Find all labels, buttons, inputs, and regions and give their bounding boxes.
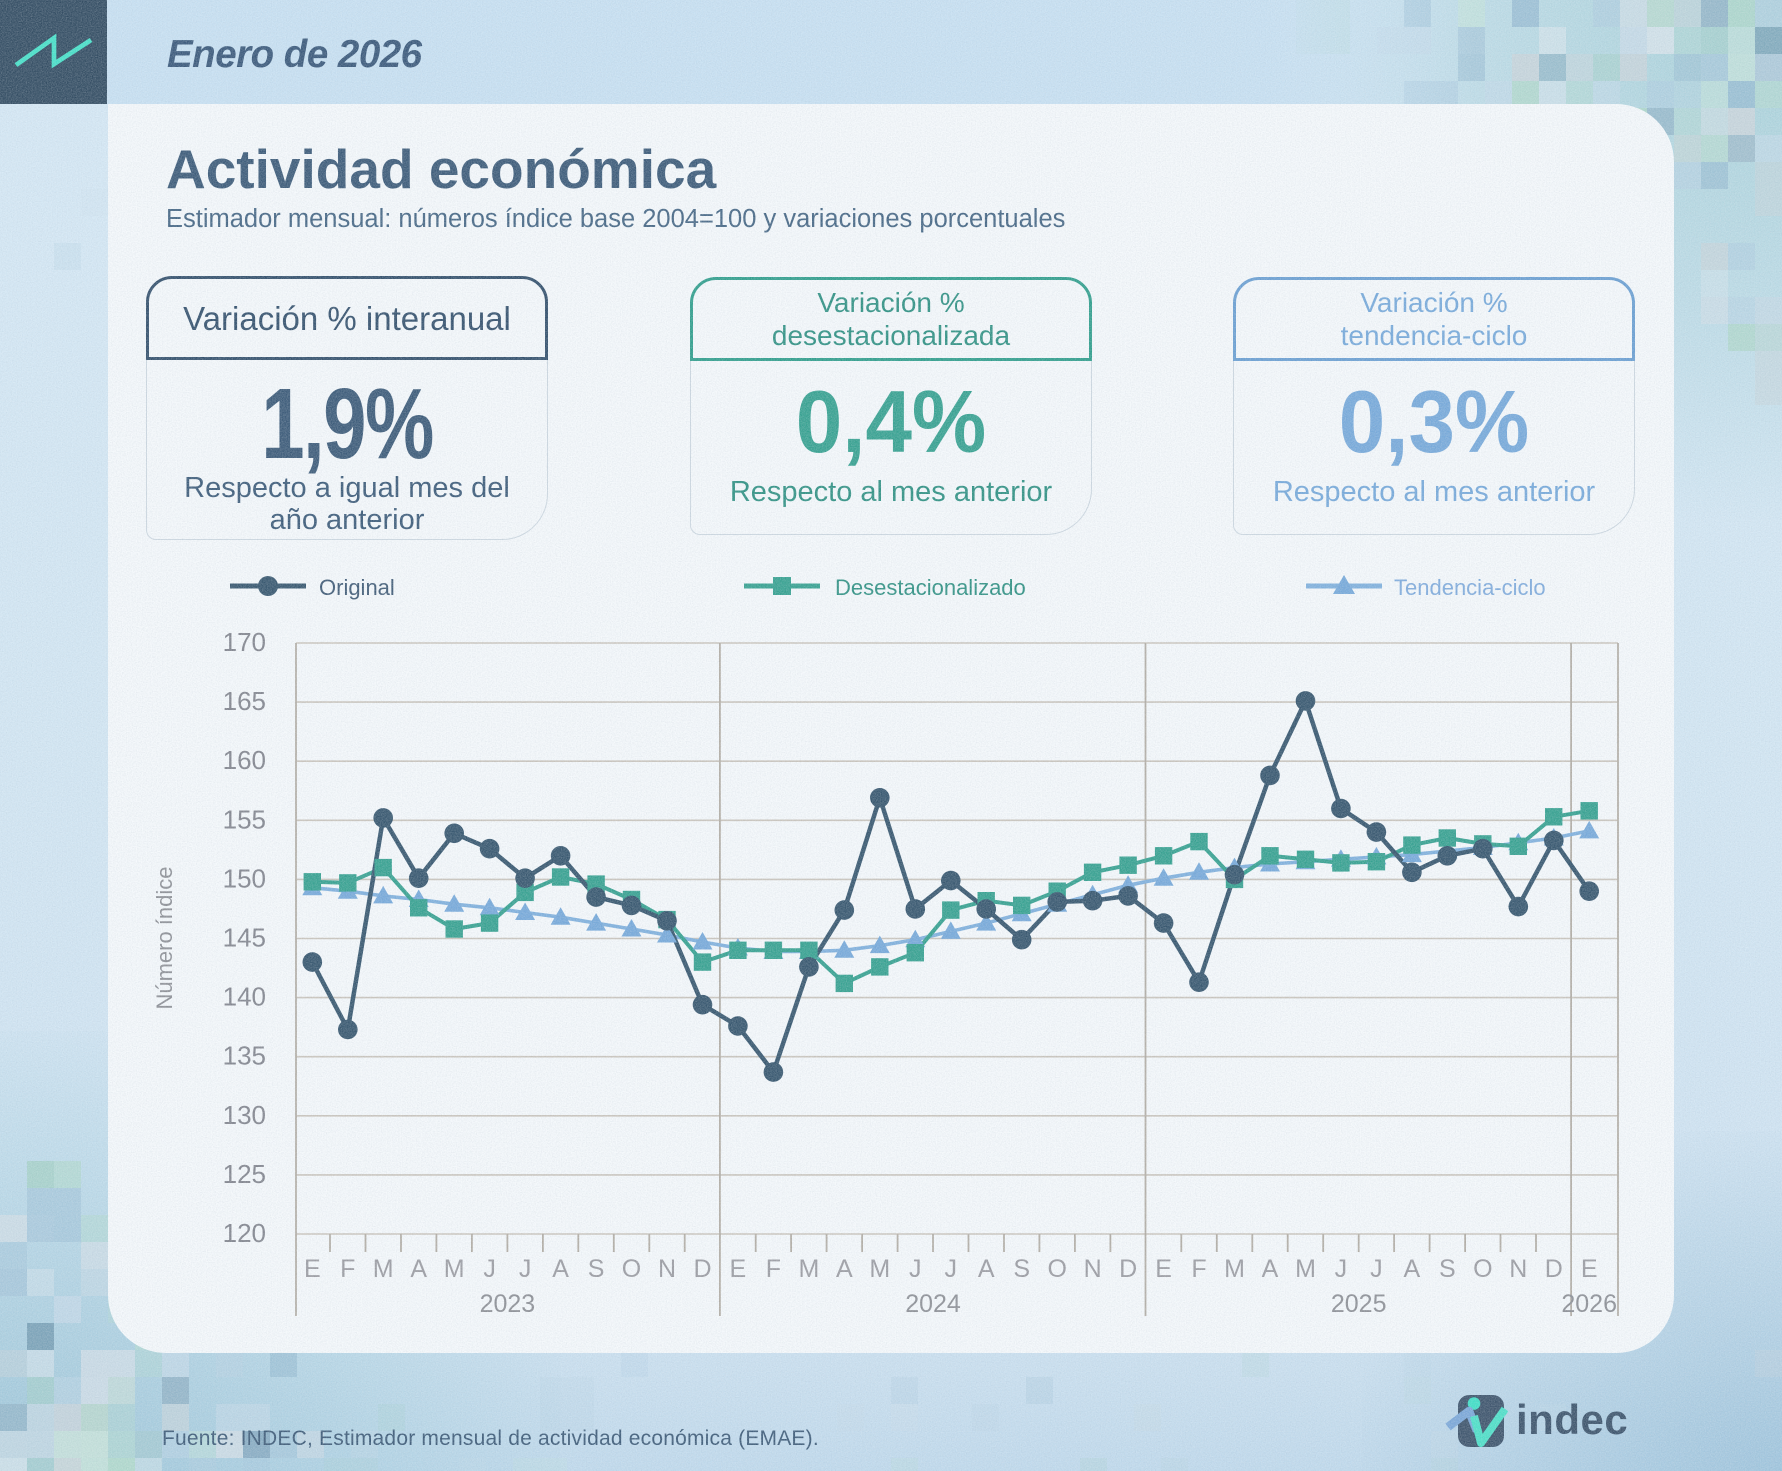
svg-text:E: E: [1155, 1255, 1172, 1283]
svg-text:N: N: [658, 1255, 676, 1283]
svg-text:A: A: [836, 1255, 853, 1283]
svg-text:160: 160: [223, 745, 266, 775]
svg-text:F: F: [340, 1255, 355, 1283]
svg-text:J: J: [483, 1255, 496, 1283]
svg-text:E: E: [730, 1255, 747, 1283]
svg-text:F: F: [766, 1255, 781, 1283]
svg-text:E: E: [304, 1255, 321, 1283]
svg-text:A: A: [552, 1255, 569, 1283]
svg-text:150: 150: [223, 863, 266, 893]
svg-text:125: 125: [223, 1159, 266, 1189]
svg-text:M: M: [444, 1255, 465, 1283]
svg-text:D: D: [1119, 1255, 1137, 1283]
svg-text:A: A: [978, 1255, 995, 1283]
svg-text:2023: 2023: [480, 1290, 536, 1318]
svg-text:145: 145: [223, 923, 266, 953]
svg-text:A: A: [410, 1255, 427, 1283]
svg-text:155: 155: [223, 804, 266, 834]
svg-text:J: J: [1370, 1255, 1383, 1283]
svg-text:E: E: [1581, 1255, 1598, 1283]
svg-text:N: N: [1509, 1255, 1527, 1283]
svg-text:M: M: [1295, 1255, 1316, 1283]
svg-text:J: J: [1335, 1255, 1348, 1283]
svg-text:2026: 2026: [1561, 1290, 1617, 1318]
svg-text:A: A: [1262, 1255, 1279, 1283]
svg-text:O: O: [1047, 1255, 1066, 1283]
svg-text:O: O: [622, 1255, 641, 1283]
svg-text:D: D: [1545, 1255, 1563, 1283]
svg-text:F: F: [1191, 1255, 1206, 1283]
svg-text:170: 170: [223, 627, 266, 657]
svg-text:S: S: [1439, 1255, 1456, 1283]
svg-text:J: J: [945, 1255, 958, 1283]
svg-text:120: 120: [223, 1218, 266, 1248]
svg-text:O: O: [1473, 1255, 1492, 1283]
svg-text:S: S: [1013, 1255, 1030, 1283]
svg-text:J: J: [909, 1255, 922, 1283]
svg-text:A: A: [1404, 1255, 1421, 1283]
svg-text:M: M: [373, 1255, 394, 1283]
svg-text:D: D: [693, 1255, 711, 1283]
svg-text:M: M: [1224, 1255, 1245, 1283]
svg-text:Número índice: Número índice: [152, 866, 177, 1009]
svg-text:M: M: [869, 1255, 890, 1283]
svg-text:2025: 2025: [1331, 1290, 1387, 1318]
svg-text:M: M: [798, 1255, 819, 1283]
svg-text:140: 140: [223, 982, 266, 1012]
svg-text:130: 130: [223, 1100, 266, 1130]
svg-text:165: 165: [223, 686, 266, 716]
svg-text:N: N: [1084, 1255, 1102, 1283]
svg-text:135: 135: [223, 1041, 266, 1071]
svg-text:J: J: [519, 1255, 532, 1283]
svg-text:S: S: [588, 1255, 605, 1283]
svg-text:2024: 2024: [905, 1290, 961, 1318]
